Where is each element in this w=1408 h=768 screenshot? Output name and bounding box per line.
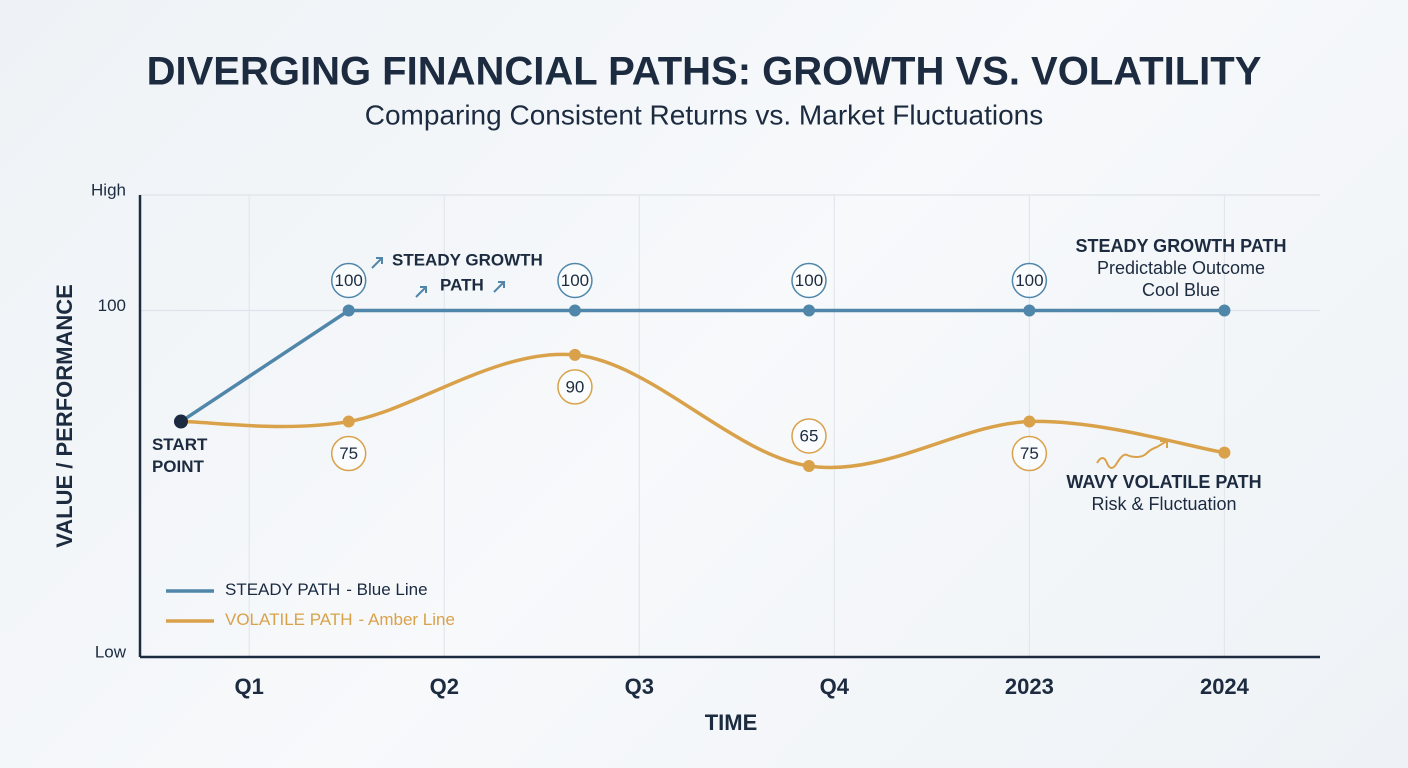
data-label: 75: [1020, 444, 1039, 463]
start-label: START: [152, 435, 208, 454]
data-label-badge: [330, 262, 367, 299]
legend-name: STEADY PATH: [225, 580, 340, 599]
legend-label: VOLATILE PATH - Amber Line: [225, 610, 455, 629]
chart-subtitle: Comparing Consistent Returns vs. Market …: [365, 99, 1044, 130]
wave-icon: [1096, 440, 1168, 469]
legend-label: STEADY PATH - Blue Line: [225, 580, 428, 599]
x-tick-label: Q4: [820, 674, 850, 699]
data-point: [1023, 304, 1036, 317]
data-point: [1218, 446, 1231, 459]
x-tick-label: Q1: [235, 674, 264, 699]
data-label-badge: [557, 262, 593, 299]
data-point: [568, 348, 581, 361]
data-label: 100: [561, 271, 589, 290]
series-line: [179, 308, 1225, 424]
arrow-icon: [415, 286, 427, 298]
annotation: Risk & Fluctuation: [1091, 494, 1236, 514]
start-label: POINT: [152, 457, 205, 476]
x-tick-label: Q3: [625, 674, 654, 699]
x-axis-title: TIME: [705, 710, 758, 735]
annotation: STEADY GROWTH: [392, 250, 543, 269]
chart-title: DIVERGING FINANCIAL PATHS: GROWTH VS. VO…: [147, 50, 1262, 94]
arrow-icon: [371, 257, 383, 269]
plot: 75 90 65 75 100 100 100 100: [173, 262, 1231, 472]
data-label: 65: [800, 426, 819, 445]
y-tick-label: 100: [98, 296, 126, 315]
legend-name: VOLATILE PATH: [225, 610, 353, 629]
data-point: [342, 415, 355, 428]
data-label-badge: [791, 418, 827, 454]
data-label-badge: [330, 435, 367, 472]
data-label-badge: [557, 369, 593, 405]
data-point: [802, 459, 815, 472]
y-tick-label: High: [91, 180, 126, 199]
y-tick-label: Low: [95, 642, 127, 661]
data-label: 75: [339, 444, 358, 463]
arrow-icon: [493, 281, 505, 293]
legend-note: - Amber Line: [359, 610, 455, 629]
data-label: 90: [565, 377, 584, 396]
annotation: WAVY VOLATILE PATH: [1066, 472, 1261, 492]
data-point: [1218, 304, 1231, 317]
data-point: [568, 304, 581, 317]
annotation: STEADY GROWTH PATH: [1076, 236, 1287, 256]
start-point: [173, 414, 188, 429]
annotation: Cool Blue: [1142, 280, 1220, 300]
x-tick-label: Q2: [430, 674, 459, 699]
legend-note: - Blue Line: [346, 580, 427, 599]
data-point: [1023, 415, 1036, 428]
data-label-badge: [1011, 435, 1048, 472]
data-label: 100: [335, 271, 363, 290]
x-tick-label: 2023: [1005, 674, 1054, 699]
annotation: Predictable Outcome: [1097, 258, 1265, 278]
data-label: 100: [795, 271, 823, 290]
data-label: 100: [1015, 271, 1043, 290]
data-label-badge: [791, 262, 827, 299]
data-label-badge: [1011, 262, 1048, 299]
x-tick-label: 2024: [1200, 674, 1250, 699]
data-point: [342, 304, 355, 317]
data-point: [802, 304, 815, 317]
y-axis-title: VALUE / PERFORMANCE: [52, 284, 77, 548]
annotation: PATH: [440, 275, 484, 294]
